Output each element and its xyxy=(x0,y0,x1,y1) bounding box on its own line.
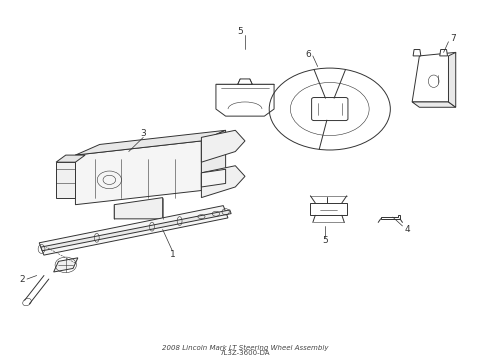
Polygon shape xyxy=(448,52,456,107)
Text: 4: 4 xyxy=(404,225,410,234)
Polygon shape xyxy=(75,130,225,155)
Polygon shape xyxy=(201,130,245,162)
Polygon shape xyxy=(41,210,231,251)
Text: 5: 5 xyxy=(237,27,243,36)
Text: 7: 7 xyxy=(450,34,456,43)
Polygon shape xyxy=(56,155,85,162)
Polygon shape xyxy=(39,206,228,255)
Text: 3: 3 xyxy=(141,129,146,138)
Polygon shape xyxy=(412,52,456,102)
Polygon shape xyxy=(201,166,245,198)
Text: 5: 5 xyxy=(322,235,328,244)
Polygon shape xyxy=(440,50,447,56)
Polygon shape xyxy=(238,79,252,84)
Polygon shape xyxy=(413,50,421,56)
Text: 2008 Lincoln Mark LT Steering Wheel Assembly: 2008 Lincoln Mark LT Steering Wheel Asse… xyxy=(162,345,328,351)
Polygon shape xyxy=(216,84,274,116)
Polygon shape xyxy=(56,162,75,198)
Text: 1: 1 xyxy=(170,250,175,259)
Polygon shape xyxy=(75,141,201,205)
Polygon shape xyxy=(53,258,78,272)
Polygon shape xyxy=(381,215,400,219)
Polygon shape xyxy=(114,198,163,219)
Polygon shape xyxy=(412,102,456,107)
Text: 7L3Z-3600-DA: 7L3Z-3600-DA xyxy=(220,350,270,356)
Polygon shape xyxy=(201,169,225,187)
Polygon shape xyxy=(201,130,225,190)
FancyBboxPatch shape xyxy=(312,98,348,121)
Text: 6: 6 xyxy=(305,50,311,59)
Text: 2: 2 xyxy=(19,275,25,284)
Polygon shape xyxy=(310,203,347,215)
